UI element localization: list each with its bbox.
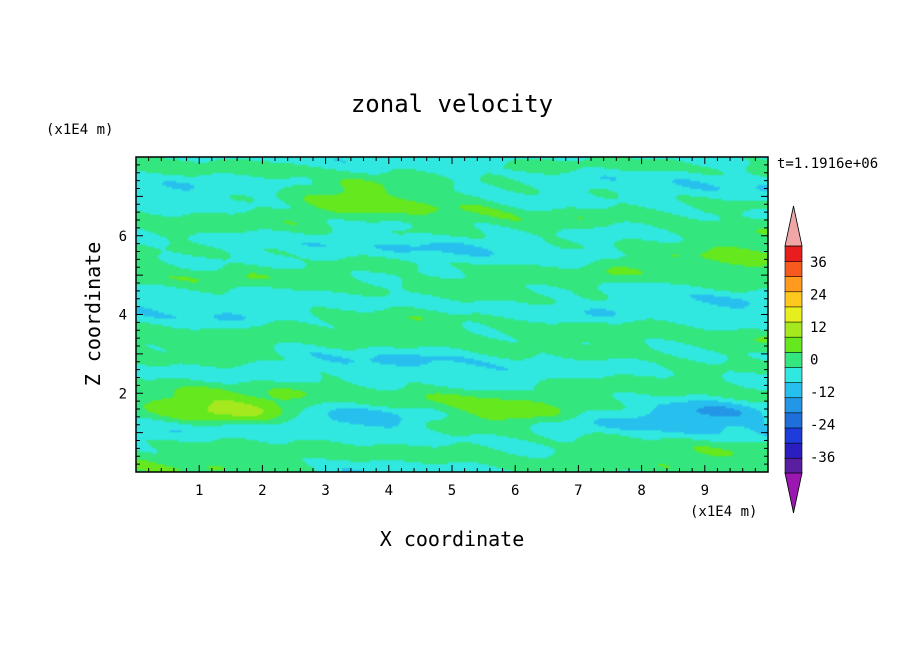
colorbar-swatch xyxy=(784,397,803,414)
y-axis: 2 4 6 xyxy=(119,164,768,465)
x-axis: 1 2 3 4 5 6 7 8 9 xyxy=(148,157,769,499)
x-tick-label: 9 xyxy=(701,483,709,499)
y-axis-title: Z coordinate xyxy=(81,242,105,387)
colorbar-over-arrow xyxy=(784,205,803,247)
colorbar-swatch xyxy=(784,366,803,383)
y-tick-label: 2 xyxy=(119,386,127,402)
velocity-field-image xyxy=(136,157,768,472)
colorbar-swatch xyxy=(784,457,803,474)
x-tick-label: 6 xyxy=(511,483,519,499)
colorbar-swatch xyxy=(784,275,803,293)
colorbar-label: 24 xyxy=(810,288,827,304)
colorbar-swatch xyxy=(784,260,803,277)
x-tick-label: 2 xyxy=(258,483,266,499)
colorbar-swatch xyxy=(784,427,803,444)
colorbar-swatch xyxy=(784,381,803,399)
colorbar: 36 24 12 0 -12 -24 -36 xyxy=(784,205,835,514)
x-axis-title: X coordinate xyxy=(380,527,525,551)
colorbar-label: -36 xyxy=(810,450,835,466)
colorbar-label: 0 xyxy=(810,353,818,369)
colorbar-label: -12 xyxy=(810,385,835,401)
colorbar-swatch xyxy=(784,306,803,323)
colorbar-swatch xyxy=(784,442,803,459)
contour-field xyxy=(136,157,768,472)
y-tick-label: 6 xyxy=(119,229,127,245)
colorbar-swatch xyxy=(784,291,803,308)
chart-title: zonal velocity xyxy=(351,90,553,118)
x-unit-label: (x1E4 m) xyxy=(690,504,757,520)
colorbar-swatch xyxy=(784,351,803,368)
colorbar-under-arrow xyxy=(784,472,803,514)
x-tick-label: 1 xyxy=(195,483,203,499)
colorbar-label: 12 xyxy=(810,320,827,336)
x-tick-label: 4 xyxy=(385,483,393,499)
colorbar-swatch xyxy=(784,245,803,262)
colorbar-swatch xyxy=(784,321,803,338)
x-tick-label: 8 xyxy=(637,483,645,499)
x-tick-label: 3 xyxy=(321,483,329,499)
x-tick-label: 7 xyxy=(574,483,582,499)
y-unit-label: (x1E4 m) xyxy=(46,122,113,138)
colorbar-swatch xyxy=(784,336,803,353)
colorbar-label: 36 xyxy=(810,255,827,271)
colorbar-label: -24 xyxy=(810,417,835,433)
y-tick-label: 4 xyxy=(119,308,127,324)
x-tick-label: 5 xyxy=(448,483,456,499)
time-label: t=1.1916e+06 xyxy=(777,156,878,172)
colorbar-swatch xyxy=(784,412,803,429)
